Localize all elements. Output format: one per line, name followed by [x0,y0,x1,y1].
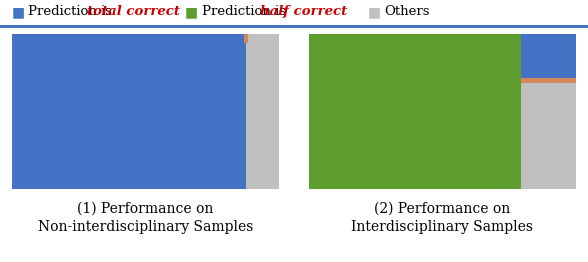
Text: total correct: total correct [87,5,180,18]
Bar [309,34,522,189]
Text: ■: ■ [185,5,198,19]
Text: ■: ■ [368,5,380,19]
Bar [246,34,279,189]
Bar [522,80,576,189]
Text: Prediction is: Prediction is [28,5,116,18]
Text: Others: Others [384,5,429,18]
Text: (2) Performance on
Interdisciplinary Samples: (2) Performance on Interdisciplinary Sam… [352,202,533,234]
Text: Prediction is: Prediction is [202,5,290,18]
Text: ■: ■ [12,5,25,19]
Bar [12,34,246,189]
Bar [522,78,576,83]
Bar [243,34,248,43]
Text: half correct: half correct [260,5,348,18]
Bar [522,34,576,80]
Text: (1) Performance on
Non-interdisciplinary Samples: (1) Performance on Non-interdisciplinary… [38,202,253,234]
